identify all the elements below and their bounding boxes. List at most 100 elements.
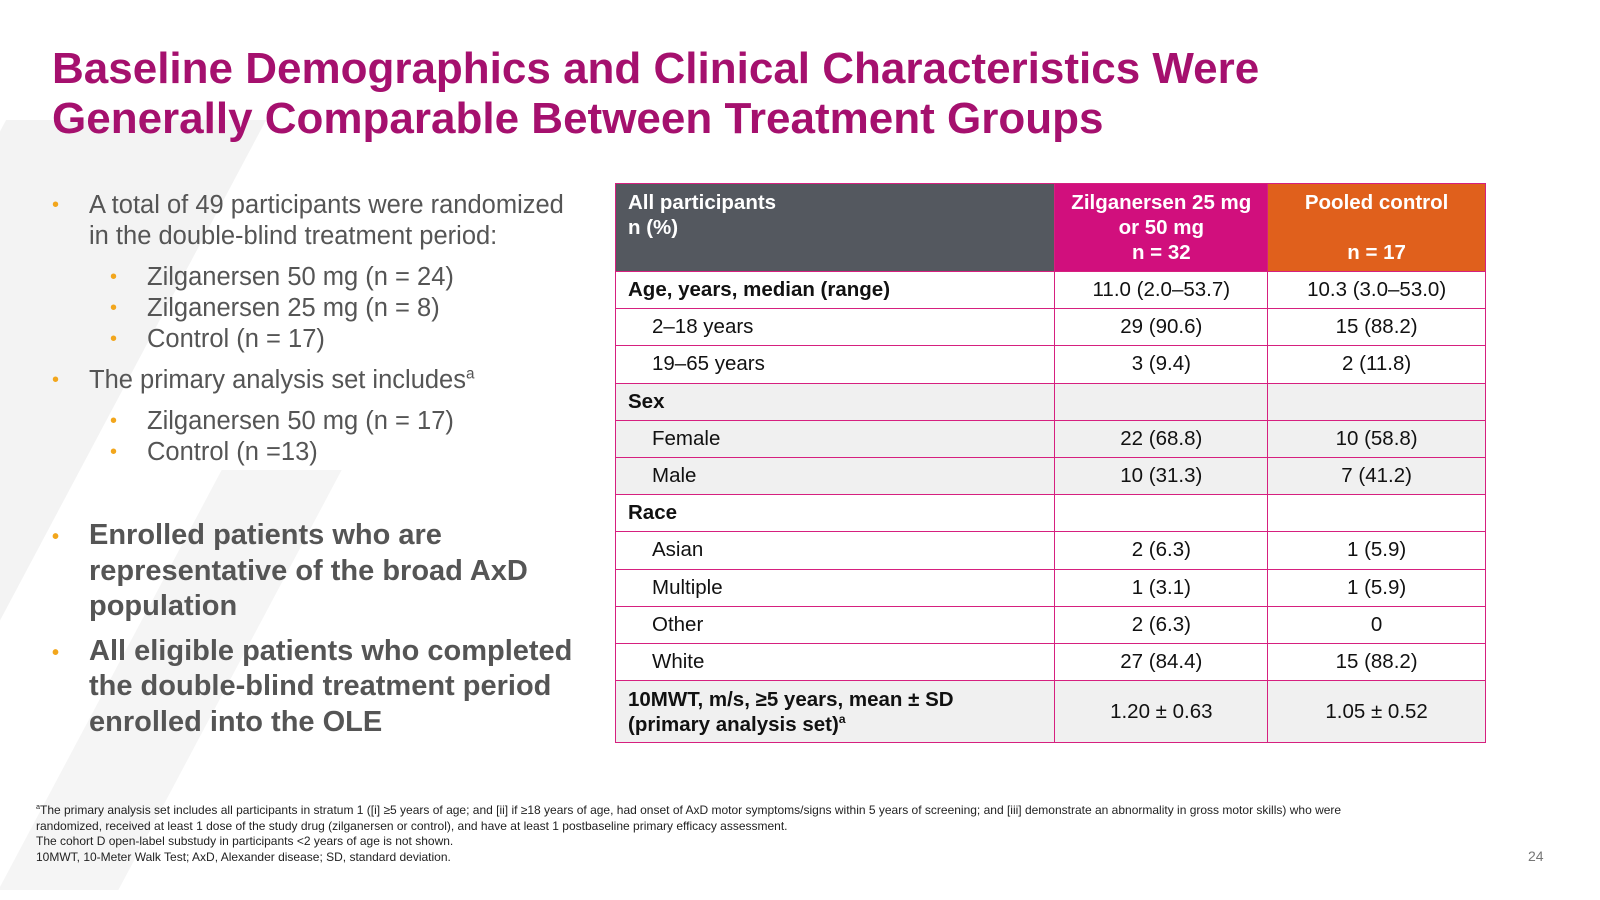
- header-zilganersen: Zilganersen 25 mg or 50 mg n = 32: [1054, 183, 1269, 272]
- page-number: 24: [1528, 848, 1544, 864]
- footnote-text: The primary analysis set includes all pa…: [40, 803, 1342, 817]
- footnote-marker: a: [465, 365, 475, 383]
- bullet-item-bold: • Enrolled patients who are representati…: [52, 518, 612, 625]
- table-row: Female 22 (68.8) 10 (58.8): [614, 419, 1486, 458]
- bullet-icon: •: [110, 410, 118, 432]
- bullet-list: • A total of 49 participants were random…: [52, 190, 612, 749]
- cell-value: [1267, 494, 1486, 533]
- footnotes: aThe primary analysis set includes all p…: [36, 803, 1496, 865]
- table-row: Race: [614, 494, 1486, 533]
- cell-value: 3 (9.4): [1054, 345, 1269, 384]
- cell-value: 2 (11.8): [1267, 345, 1486, 384]
- header-all-participants: All participants n (%): [614, 183, 1056, 272]
- header-text: All participants: [628, 191, 777, 214]
- bullet-icon: •: [52, 369, 60, 391]
- cell-value: 1 (5.9): [1267, 531, 1486, 570]
- sub-bullet-text: Zilganersen 50 mg (n = 24): [147, 263, 454, 291]
- sub-bullet-text: Control (n =13): [147, 438, 318, 466]
- row-label: 2–18 years: [614, 308, 1056, 347]
- row-label: Other: [614, 605, 1056, 644]
- row-label: Female: [614, 419, 1056, 458]
- table-row: White 27 (84.4) 15 (88.2): [614, 642, 1486, 682]
- bullet-icon: •: [110, 297, 118, 319]
- bullet-text: the double-blind treatment period: [89, 670, 552, 702]
- cell-value: [1054, 382, 1269, 421]
- cell-value: 15 (88.2): [1267, 642, 1486, 682]
- cell-value: [1267, 382, 1486, 421]
- bullet-icon: •: [52, 526, 60, 548]
- bullet-text: in the double-blind treatment period:: [89, 222, 498, 250]
- sub-bullet-text: Zilganersen 50 mg (n = 17): [147, 407, 454, 435]
- bullet-text: enrolled into the OLE: [89, 705, 383, 738]
- cell-value: 2 (6.3): [1054, 531, 1269, 570]
- demographics-table: All participants n (%) Zilganersen 25 mg…: [614, 183, 1486, 744]
- header-text: n = 32: [1131, 241, 1191, 264]
- slide-title-line: Generally Comparable Between Treatment G…: [52, 94, 1104, 143]
- table-row: 2–18 years 29 (90.6) 15 (88.2): [614, 308, 1486, 347]
- bullet-icon: •: [110, 266, 118, 288]
- cell-value: 1.05 ± 0.52: [1267, 680, 1486, 744]
- slide-title: Baseline Demographics and Clinical Chara…: [52, 44, 1452, 144]
- row-label: Multiple: [614, 568, 1056, 607]
- table-row: Age, years, median (range) 11.0 (2.0–53.…: [614, 270, 1486, 310]
- row-label: White: [614, 642, 1056, 682]
- row-label: Age, years, median (range): [614, 270, 1056, 310]
- cell-value: 2 (6.3): [1054, 605, 1269, 644]
- footnote-text: The cohort D open-label substudy in part…: [36, 834, 454, 848]
- table-row: Other 2 (6.3) 0: [614, 605, 1486, 644]
- bullet-text: The primary analysis set includes: [89, 366, 466, 394]
- bullet-text: population: [89, 590, 238, 622]
- slide-title-line: Baseline Demographics and Clinical Chara…: [52, 44, 1260, 93]
- cell-value: [1054, 494, 1269, 533]
- cell-value: 10.3 (3.0–53.0): [1267, 270, 1486, 310]
- bullet-icon: •: [110, 328, 118, 350]
- table-row: Asian 2 (6.3) 1 (5.9): [614, 531, 1486, 570]
- table-row: 10MWT, m/s, ≥5 years, mean ± SD (primary…: [614, 680, 1486, 744]
- cell-value: 29 (90.6): [1054, 308, 1269, 347]
- row-label: Male: [614, 456, 1056, 496]
- bullet-text: Enrolled patients who are: [89, 519, 442, 551]
- row-label: 19–65 years: [614, 345, 1056, 384]
- sub-bullet-item: • Zilganersen 50 mg (n = 17): [52, 406, 612, 437]
- bullet-text: representative of the broad AxD: [89, 554, 528, 587]
- cell-value: 10 (58.8): [1267, 419, 1486, 458]
- bullet-icon: •: [52, 194, 60, 216]
- sub-bullet-item: • Zilganersen 50 mg (n = 24): [52, 262, 612, 293]
- cell-value: 1.20 ± 0.63: [1054, 680, 1269, 744]
- sub-bullet-item: • Control (n =13): [52, 437, 612, 468]
- table-row: Multiple 1 (3.1) 1 (5.9): [614, 568, 1486, 607]
- sub-bullet-item: • Zilganersen 25 mg (n = 8): [52, 293, 612, 324]
- cell-value: 11.0 (2.0–53.7): [1054, 270, 1269, 310]
- cell-value: 27 (84.4): [1054, 642, 1269, 682]
- row-label: Race: [614, 494, 1056, 533]
- sub-bullet-text: Zilganersen 25 mg (n = 8): [147, 294, 440, 322]
- bullet-item: • A total of 49 participants were random…: [52, 190, 612, 252]
- header-text: or 50 mg: [1118, 216, 1205, 239]
- header-text: Zilganersen 25 mg: [1071, 191, 1252, 214]
- cell-value: 10 (31.3): [1054, 456, 1269, 496]
- bullet-text: All eligible patients who completed: [89, 634, 573, 667]
- bullet-icon: •: [110, 441, 118, 463]
- footnote-text: randomized, received at least 1 dose of …: [36, 818, 788, 833]
- header-text: n (%): [628, 216, 679, 239]
- table-header-row: All participants n (%) Zilganersen 25 mg…: [614, 183, 1486, 272]
- sub-bullet-text: Control (n = 17): [147, 325, 325, 353]
- row-label: 10MWT, m/s, ≥5 years, mean ± SD (primary…: [614, 680, 1056, 744]
- header-text: Pooled control: [1304, 191, 1449, 214]
- bullet-item: • The primary analysis set includesa: [52, 365, 612, 396]
- cell-value: 7 (41.2): [1267, 456, 1486, 496]
- footnote-marker: a: [838, 711, 846, 726]
- row-label: Asian: [614, 531, 1056, 570]
- footnote-text: 10MWT, 10-Meter Walk Test; AxD, Alexande…: [36, 849, 451, 864]
- bullet-item-bold: • All eligible patients who completed th…: [52, 634, 612, 741]
- cell-value: 0: [1267, 605, 1486, 644]
- table-row: 19–65 years 3 (9.4) 2 (11.8): [614, 345, 1486, 384]
- bullet-text: A total of 49 participants were randomiz…: [89, 191, 564, 219]
- sub-bullet-item: • Control (n = 17): [52, 324, 612, 355]
- header-pooled-control: Pooled control n = 17: [1267, 183, 1486, 272]
- bullet-icon: •: [52, 641, 60, 664]
- header-text: n = 17: [1347, 241, 1406, 264]
- cell-value: 22 (68.8): [1054, 419, 1269, 458]
- cell-value: 15 (88.2): [1267, 308, 1486, 347]
- row-label-text: (primary analysis set): [628, 712, 839, 736]
